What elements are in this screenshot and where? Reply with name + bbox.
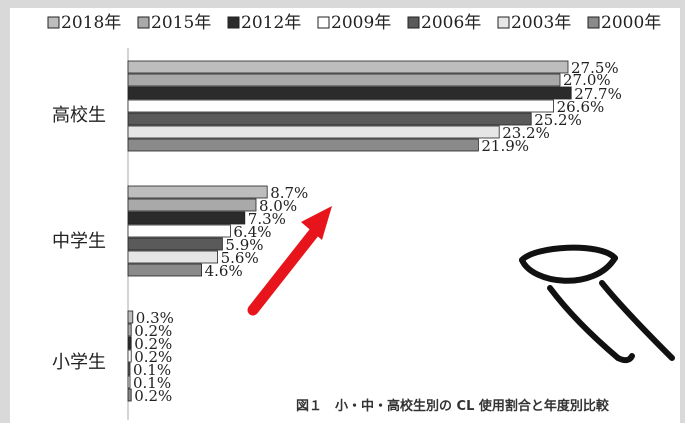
bar: [127, 125, 500, 139]
data-label: 0.1%: [133, 361, 171, 379]
bar: [127, 336, 132, 350]
data-label: 27.0%: [563, 71, 611, 89]
data-label: 25.2%: [534, 111, 582, 129]
bar: [127, 310, 134, 324]
category-label: 小学生: [52, 352, 106, 373]
data-label: 6.4%: [233, 223, 271, 241]
bar: [127, 185, 268, 199]
legend-entry: 2009年: [331, 13, 391, 33]
bar: [127, 86, 572, 100]
bar: [127, 349, 132, 363]
data-label: 26.6%: [557, 98, 605, 116]
legend-swatch: [497, 16, 510, 29]
data-label: 0.3%: [136, 309, 174, 327]
legend-entry: 2006年: [421, 13, 481, 33]
data-label: 27.5%: [571, 59, 619, 77]
data-label: 0.2%: [134, 387, 172, 405]
bar: [127, 263, 202, 277]
chart-caption: 図１ 小・中・高校生別の CL 使用割合と年度別比較: [296, 398, 610, 414]
chart-panel: 2018年 2015年 2012年 2009年 2006年 2003年 2000年 27.5…: [10, 8, 680, 423]
legend-entry: 2015年: [151, 13, 211, 33]
bar: [127, 224, 231, 238]
bar: [127, 73, 561, 87]
legend-entry: 2012年: [241, 13, 301, 33]
bar: [127, 323, 132, 337]
red-arrow-icon: [247, 206, 332, 316]
data-label: 0.2%: [134, 348, 172, 366]
legend-entry: 2018年: [61, 13, 121, 33]
data-label: 7.3%: [248, 210, 286, 228]
bar: [127, 375, 131, 389]
bar-chart: 2018年 2015年 2012年 2009年 2006年 2003年 2000年 27.5…: [47, 13, 675, 420]
chart-value-labels: 27.5%27.0%27.7%26.6%25.2%23.2%21.9% 8.7%8…: [133, 59, 622, 405]
data-label: 27.7%: [574, 85, 622, 103]
bar: [127, 99, 555, 113]
legend-swatch: [47, 16, 60, 29]
bar: [127, 362, 131, 376]
data-label: 8.7%: [270, 184, 308, 202]
legend-swatch: [407, 16, 420, 29]
data-label: 23.2%: [502, 124, 550, 142]
legend-swatch: [317, 16, 330, 29]
contact-lens-on-finger-icon: [519, 244, 675, 364]
bar: [127, 211, 246, 225]
bar: [127, 388, 132, 402]
legend-swatch: [227, 16, 240, 29]
data-label: 5.9%: [225, 236, 263, 254]
legend-swatch: [587, 16, 600, 29]
bar: [127, 237, 223, 251]
category-label: 高校生: [52, 105, 106, 126]
legend-entry: 2003年: [511, 13, 571, 33]
chart-bars: [127, 60, 572, 402]
data-label: 5.6%: [221, 249, 259, 267]
data-label: 0.2%: [134, 322, 172, 340]
data-label: 0.2%: [134, 335, 172, 353]
bar: [127, 250, 218, 264]
data-label: 0.1%: [133, 374, 171, 392]
legend-swatch: [137, 16, 150, 29]
chart-legend: 2018年 2015年 2012年 2009年 2006年 2003年 2000年: [47, 13, 661, 33]
category-label: 中学生: [52, 231, 106, 252]
legend-entry: 2000年: [601, 13, 661, 33]
bar: [127, 138, 479, 152]
bar: [127, 112, 532, 126]
bar: [127, 198, 257, 212]
bar: [127, 60, 569, 74]
data-label: 8.0%: [259, 197, 297, 215]
data-label: 4.6%: [205, 262, 243, 280]
data-label: 21.9%: [481, 137, 529, 155]
